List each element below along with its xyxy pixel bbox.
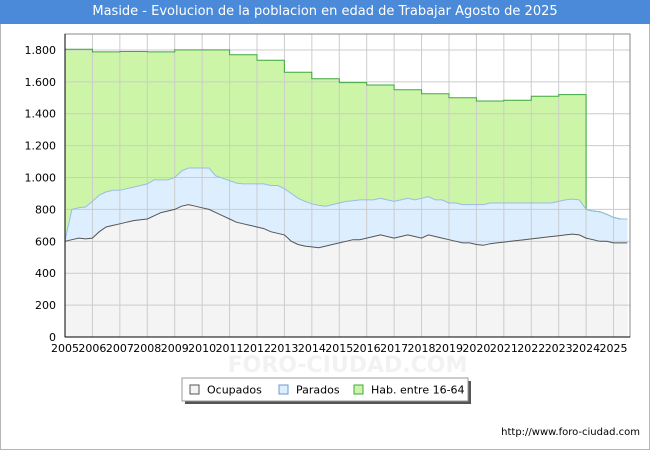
legend-swatch-parados [278,384,289,395]
x-tick-label: 2018 [408,342,436,355]
x-tick-label: 2020 [462,342,490,355]
y-tick-label: 200 [35,299,56,312]
ocupados-line [64,204,628,249]
legend: Ocupados Parados Hab. entre 16-64 [181,377,471,404]
legend-label: Hab. entre 16-64 [371,384,465,397]
y-tick-label: 800 [35,203,56,216]
axes [64,33,631,338]
y-tick-label: 400 [35,267,56,280]
y-tick-label: 1.600 [25,76,57,89]
hab-line [65,48,628,220]
y-tick-label: 0 [49,331,56,344]
series-lines [64,48,628,249]
x-tick-label: 2017 [380,342,408,355]
x-tick-label: 2021 [490,342,518,355]
x-tick-label: 2009 [161,342,189,355]
watermark: FORO-CIUDAD.COM [228,353,468,378]
x-tick-label: 2025 [600,342,628,355]
x-tick-label: 2012 [243,342,271,355]
x-tick-label: 2007 [106,342,134,355]
x-tick-label: 2013 [270,342,298,355]
x-tick-label: 2006 [78,342,106,355]
x-tick-label: 2019 [435,342,463,355]
x-tick-label: 2023 [545,342,573,355]
legend-swatch-ocupados [189,384,200,395]
x-tick-label: 2011 [216,342,244,355]
chart-title: Maside - Evolucion de la poblacion en ed… [0,0,650,24]
ocupados-area [65,204,628,337]
parados-line [64,167,628,241]
x-tick-label: 2014 [298,342,326,355]
x-tick-label: 2022 [517,342,545,355]
x-tick-label: 2008 [133,342,161,355]
watermark-text: FORO-CIUDAD.COM [228,353,468,378]
y-tick-label: 1.200 [25,140,57,153]
x-tick-label: 2016 [353,342,381,355]
legend-label: Parados [296,384,340,397]
x-tick-label: 2010 [188,342,216,355]
legend-swatch-hab [353,384,364,395]
x-tick-label: 2024 [572,342,600,355]
series-areas [65,49,628,337]
legend-label: Ocupados [207,384,262,397]
source-text: http://www.foro-ciudad.com [501,427,640,438]
x-tick-label: 2005 [51,342,79,355]
y-tick-label: 1.400 [25,108,57,121]
y-tick-label: 1.800 [25,44,57,57]
x-tick-label: 2015 [325,342,353,355]
y-tick-label: 600 [35,235,56,248]
tick-labels: 0 200 400 600 800 1.000 1.200 1.400 1.600 1.800 20… [25,44,628,355]
legend-box [181,377,469,402]
y-tick-label: 1.000 [25,172,57,185]
